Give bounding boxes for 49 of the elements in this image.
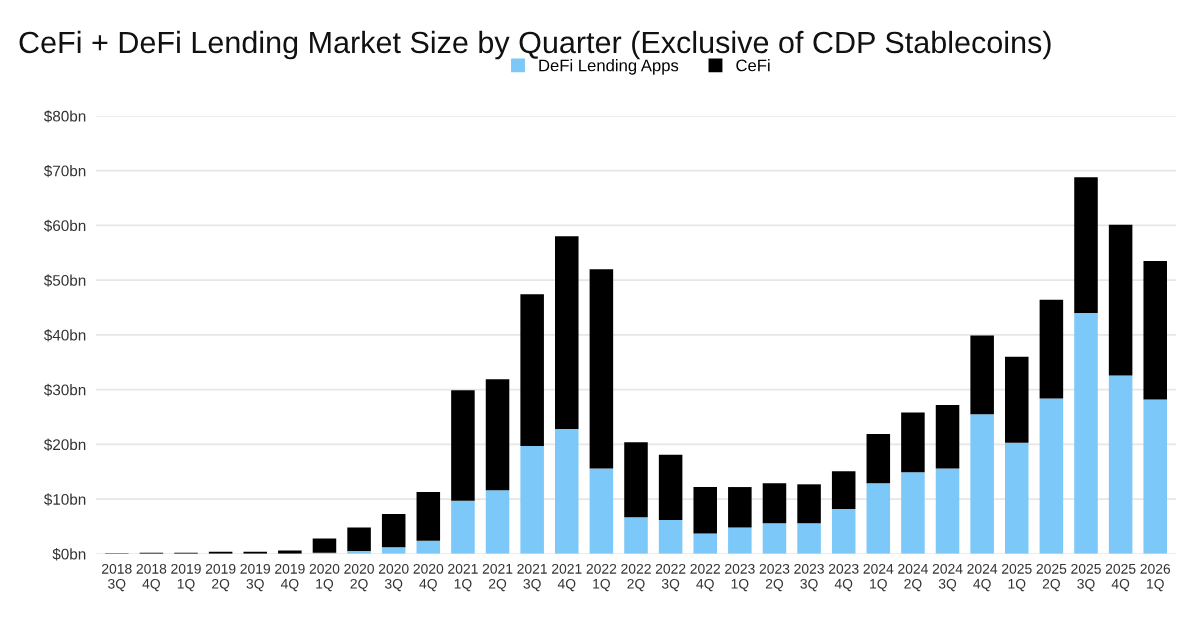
bar <box>589 269 614 469</box>
bar <box>866 433 891 484</box>
bar <box>1108 224 1133 376</box>
bar <box>901 412 925 473</box>
bar <box>1005 356 1029 443</box>
bar <box>624 442 648 518</box>
bar <box>347 527 371 552</box>
bar <box>1039 398 1064 554</box>
bar <box>451 390 475 501</box>
bar <box>901 472 925 554</box>
bar <box>762 483 787 524</box>
bar <box>624 517 648 554</box>
bar <box>866 483 891 554</box>
bar <box>381 513 406 548</box>
bar <box>1074 177 1098 313</box>
bar <box>797 484 821 524</box>
bar <box>1074 312 1098 554</box>
bar <box>831 471 856 509</box>
bar <box>728 527 752 554</box>
bar <box>485 379 510 491</box>
bar <box>416 491 441 541</box>
bar <box>589 468 614 554</box>
bar <box>693 533 717 554</box>
bar <box>658 454 683 520</box>
bar <box>1143 260 1167 400</box>
bar <box>728 487 752 528</box>
bar <box>451 500 475 554</box>
bar <box>1108 375 1133 554</box>
legend-label: DeFi Lending Apps <box>539 59 679 75</box>
bar <box>935 404 960 469</box>
bar <box>970 335 994 415</box>
bar <box>970 414 994 554</box>
bar <box>935 468 960 554</box>
bar <box>762 523 787 554</box>
bar <box>693 487 717 534</box>
bar <box>520 446 544 554</box>
bar <box>1005 442 1029 554</box>
bar <box>555 236 579 430</box>
bar <box>831 508 856 554</box>
bar <box>1039 299 1064 399</box>
bar <box>312 538 337 553</box>
bar <box>797 523 821 554</box>
chart-title: CeFi + DeFi Lending Market Size by Quarter (Exclusive of CDP Stablecoins) <box>19 30 1051 60</box>
bar <box>520 294 544 446</box>
bar <box>1143 399 1167 554</box>
bar <box>555 429 579 554</box>
legend-label: CeFi <box>736 59 770 72</box>
bar <box>658 519 683 554</box>
bar <box>485 490 510 554</box>
